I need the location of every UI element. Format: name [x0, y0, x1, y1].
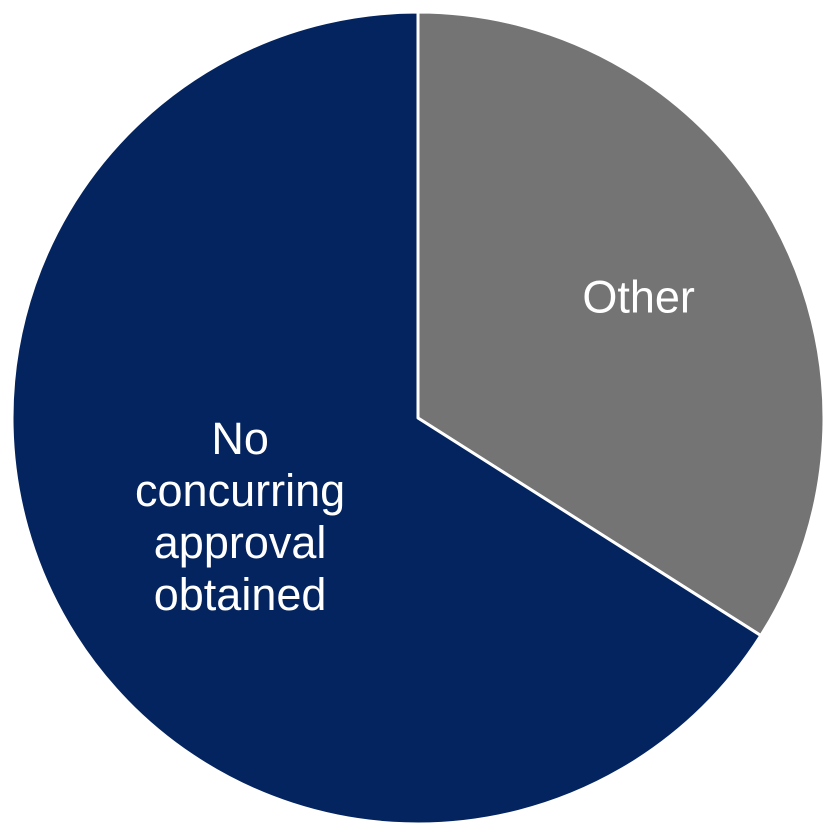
slice-labels: Other No concurring approval obtained	[135, 272, 695, 620]
slice-label-line: Other	[582, 272, 695, 323]
slice-label-line: concurring	[135, 465, 345, 516]
slice-label-line: No	[211, 413, 269, 464]
slice-label-no-concurring-approval: No concurring approval obtained	[135, 413, 345, 620]
pie-slice-no-concurring-approval	[10, 10, 763, 823]
pie-slice-other	[416, 10, 823, 638]
pie-slices	[10, 10, 823, 823]
slice-label-line: obtained	[154, 569, 327, 620]
slice-label-other: Other	[582, 272, 695, 323]
slice-label-line: approval	[154, 517, 327, 568]
